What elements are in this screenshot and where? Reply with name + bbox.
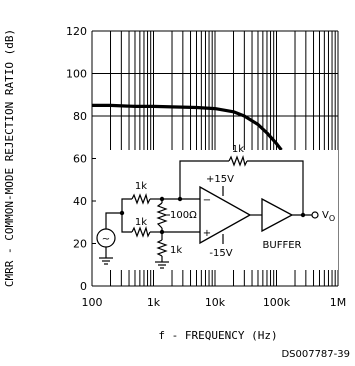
y-axis-title: CMRR - COMMON-MODE REJECTION RATIO (dB) [3,29,16,287]
x-tick-labels: 100 1k 10k 100k 1M [82,296,347,309]
resistor-input-top [131,192,151,205]
figure-id: DS007787-39 [281,349,350,360]
x-tick-label: 1M [330,296,347,309]
y-tick-label: 60 [73,153,87,166]
x-tick-label: 1k [147,296,161,309]
junction-dot [300,212,306,218]
x-tick-label: 100k [263,296,291,309]
op-amp-icon [199,185,252,245]
op-amp-minus: − [203,195,211,206]
label-r-input-bottom: 1k [135,217,147,228]
output-terminal [311,211,319,219]
y-tick-label: 20 [73,238,87,251]
label-supply-pos: +15V [206,174,234,185]
y-tick-label: 40 [73,195,87,208]
label-output: VO [322,210,335,223]
buffer-icon [261,197,294,233]
circuit-inset: ~ [96,144,338,270]
label-r-trim: 100Ω [170,210,197,221]
y-tick-label: 0 [80,280,87,293]
series-line [92,103,283,151]
junction-dot [119,210,125,216]
y-tick-label: 120 [66,25,87,38]
resistor-shunt [156,239,168,257]
label-r-input-top: 1k [135,181,147,192]
label-r-shunt: 1k [170,245,182,256]
x-tick-label: 100 [82,296,103,309]
y-tick-labels: 0 20 40 60 80 100 120 [66,25,87,293]
label-r-feedback: 1k [232,144,244,155]
op-amp-plus: + [203,228,211,239]
junction-dot [159,196,165,202]
junction-dot [177,196,183,202]
label-buffer: BUFFER [263,240,302,251]
ground-icon [99,257,113,265]
resistor-input-bottom [131,225,151,238]
ground-icon [155,261,169,269]
resistor-feedback [228,154,248,167]
y-tick-label: 100 [66,68,87,81]
y-tick-label: 80 [73,110,87,123]
x-tick-label: 10k [205,296,226,309]
junction-dot [159,229,165,235]
x-axis-title: f - FREQUENCY (Hz) [158,329,277,342]
label-supply-neg: -15V [209,248,232,259]
ac-source-symbol: ~ [102,234,110,245]
